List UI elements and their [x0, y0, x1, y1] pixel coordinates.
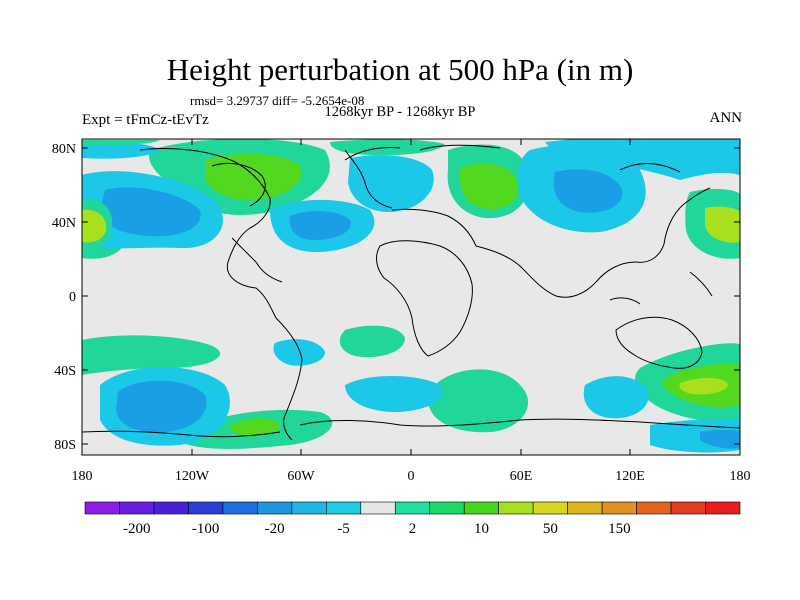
colorbar-swatch: [636, 501, 672, 515]
lon-label-120e: 120E: [615, 469, 645, 484]
colorbar-label: -200: [123, 521, 151, 537]
colorbar-swatch: [119, 501, 155, 515]
colorbar-swatch: [360, 501, 396, 515]
season-label: ANN: [709, 110, 743, 126]
colorbar-swatch: [601, 501, 637, 515]
experiment-label: Expt = tFmCz-tEvTz: [82, 112, 209, 128]
colorbar-swatch: [153, 501, 189, 515]
lon-label-180e: 180: [730, 469, 751, 484]
lon-label-180w: 180: [72, 469, 93, 484]
lat-label-80s: 80S: [54, 438, 76, 453]
colorbar-label: 2: [409, 521, 417, 537]
coastlines: [82, 144, 740, 441]
lat-label-80n: 80N: [52, 142, 76, 157]
anomaly-arctic-green: [82, 140, 160, 146]
colorbar-label: -20: [265, 521, 285, 537]
anomaly-brazil: [273, 339, 325, 366]
anomaly-south-atlantic-low: [345, 375, 443, 413]
colorbar-swatch: [291, 501, 327, 515]
colorbar-label: 150: [608, 521, 631, 537]
lat-label-0: 0: [69, 290, 76, 305]
anomaly-south-atlantic: [339, 325, 405, 358]
colorbar: [84, 501, 741, 515]
colorbar-swatch: [670, 501, 706, 515]
colorbar-swatch: [188, 501, 224, 515]
field-contours: [82, 139, 740, 455]
lat-label-40s: 40S: [54, 364, 76, 379]
lon-label-120w: 120W: [175, 469, 210, 484]
period-text: 1268kyr BP - 1268kyr BP: [324, 104, 476, 120]
colorbar-swatch: [567, 501, 603, 515]
colorbar-swatch: [429, 501, 465, 515]
colorbar-swatch: [394, 501, 431, 515]
lon-label-60w: 60W: [287, 469, 315, 484]
colorbar-swatch: [463, 501, 499, 515]
lon-label-60e: 60E: [510, 469, 533, 484]
colorbar-swatch: [326, 501, 362, 515]
anomaly-arctic-west: [82, 142, 160, 159]
stats-text: rmsd= 3.29737 diff= -5.2654e-08: [190, 93, 365, 108]
plot-title: Height perturbation at 500 hPa (in m): [166, 52, 634, 87]
lat-label-40n: 40N: [52, 216, 76, 231]
colorbar-labels: -200 -100 -20 -5 2 10 50 150: [123, 521, 631, 537]
anomaly-indian-ocean: [428, 369, 529, 433]
colorbar-swatch: [498, 501, 534, 515]
colorbar-label: -5: [337, 521, 350, 537]
lon-label-0: 0: [408, 469, 415, 484]
colorbar-label: 10: [474, 521, 489, 537]
colorbar-label: 50: [543, 521, 558, 537]
axis-ticks: [81, 139, 741, 455]
colorbar-swatch: [705, 501, 741, 515]
anomaly-southeast-pacific: [583, 376, 649, 419]
colorbar-swatch: [84, 501, 120, 515]
colorbar-swatch: [257, 501, 293, 515]
colorbar-label: -100: [192, 521, 220, 537]
colorbar-swatch: [222, 501, 258, 515]
anomaly-south-pacific: [82, 335, 221, 375]
anomaly-east-asia: [545, 139, 740, 180]
anomaly-atlantic-north: [348, 155, 434, 213]
colorbar-swatch: [532, 501, 568, 515]
